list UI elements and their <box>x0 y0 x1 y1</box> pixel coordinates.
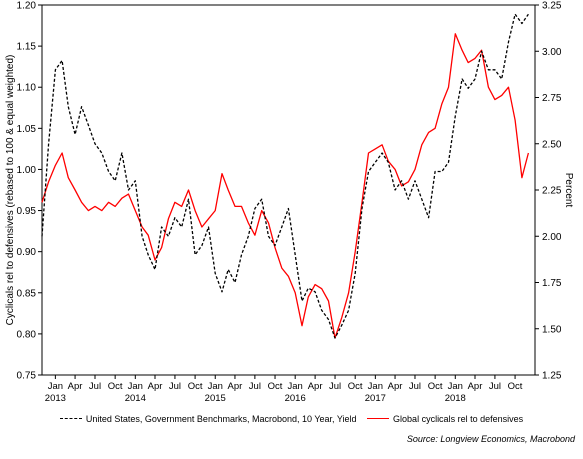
left-tick-label: 1.05 <box>17 124 37 135</box>
legend-swatch-solid <box>367 418 390 419</box>
left-tick-label: 0.95 <box>17 206 37 217</box>
x-tick-label: Jul <box>169 381 181 392</box>
x-tick-label: Jan <box>48 381 63 392</box>
left-tick-label: 1.15 <box>17 42 37 53</box>
x-tick-label: Jan <box>128 381 143 392</box>
x-tick-label: Jul <box>489 381 501 392</box>
legend-label-cyclicals: Global cyclicals rel to defensives <box>393 413 524 424</box>
right-tick-label: 1.75 <box>542 278 562 289</box>
x-tick-label: Apr <box>228 381 243 392</box>
x-tick-label: Jan <box>208 381 223 392</box>
x-tick-label: Apr <box>68 381 83 392</box>
right-tick-label: 3.00 <box>542 47 562 58</box>
series-line-cyclicals <box>41 33 530 339</box>
x-tick-label: Jul <box>409 381 421 392</box>
series-line-us-10y-yield <box>41 13 529 339</box>
right-tick-label: 3.25 <box>542 1 562 12</box>
x-tick-label: Jan <box>288 381 303 392</box>
x-tick-label: Jul <box>249 381 261 392</box>
legend-item-us-10y-yield: United States, Government Benchmarks, Ma… <box>59 413 357 424</box>
plot-frame <box>41 4 536 376</box>
x-tick-label: Apr <box>148 381 163 392</box>
right-tick-label: 2.75 <box>542 93 562 104</box>
right-tick-label: 1.25 <box>542 371 562 382</box>
x-year-label: 2013 <box>45 393 66 404</box>
source-note: Source: Longview Economics, Macrobond <box>406 434 575 444</box>
left-tick-label: 1.20 <box>17 1 37 12</box>
legend-item-cyclicals: Global cyclicals rel to defensives <box>367 414 523 424</box>
x-tick-label: Apr <box>308 381 323 392</box>
left-axis-ticks: 0.75 0.80 0.85 0.90 0.95 1.00 1.05 1.10 1.15 1.20 <box>17 1 42 382</box>
left-axis-label: Cyclicals rel to defensives (rebased to … <box>5 55 16 326</box>
x-year-label: 2017 <box>365 393 386 404</box>
right-tick-label: 2.00 <box>542 232 562 243</box>
x-tick-label: Apr <box>468 381 483 392</box>
legend-label-us-10y-yield: United States, Government Benchmarks, Ma… <box>85 413 357 424</box>
right-axis-label: Percent <box>563 173 574 208</box>
x-year-label: 2014 <box>125 393 146 404</box>
left-tick-label: 1.00 <box>17 165 37 176</box>
right-tick-label: 1.50 <box>542 324 562 335</box>
left-tick-label: 0.75 <box>17 371 37 382</box>
x-year-label: 2015 <box>205 393 226 404</box>
x-tick-label: Oct <box>348 381 363 392</box>
x-tick-label: Jan <box>368 381 383 392</box>
right-tick-label: 2.50 <box>542 139 562 150</box>
legend-swatch-dashed <box>59 418 82 419</box>
left-tick-label: 1.10 <box>17 83 37 94</box>
left-tick-label: 0.85 <box>17 288 37 299</box>
x-tick-label: Apr <box>388 381 403 392</box>
x-tick-label: Oct <box>268 381 283 392</box>
x-tick-label: Oct <box>508 381 523 392</box>
x-tick-label: Oct <box>428 381 443 392</box>
left-tick-label: 0.80 <box>17 329 37 340</box>
right-tick-label: 2.25 <box>542 186 562 197</box>
x-tick-label: Oct <box>188 381 203 392</box>
x-tick-label: Jul <box>89 381 101 392</box>
left-tick-label: 0.90 <box>17 247 37 258</box>
x-year-label: 2018 <box>445 393 466 404</box>
right-axis-ticks: 1.25 1.50 1.75 2.00 2.25 2.50 2.75 3.00 3.25 <box>535 1 562 382</box>
x-tick-label: Oct <box>108 381 123 392</box>
x-tick-label: Jul <box>329 381 341 392</box>
series-layer <box>41 13 530 339</box>
x-year-label: 2016 <box>285 393 306 404</box>
chart-legend: United States, Government Benchmarks, Ma… <box>0 411 583 424</box>
x-tick-label: Jan <box>448 381 463 392</box>
